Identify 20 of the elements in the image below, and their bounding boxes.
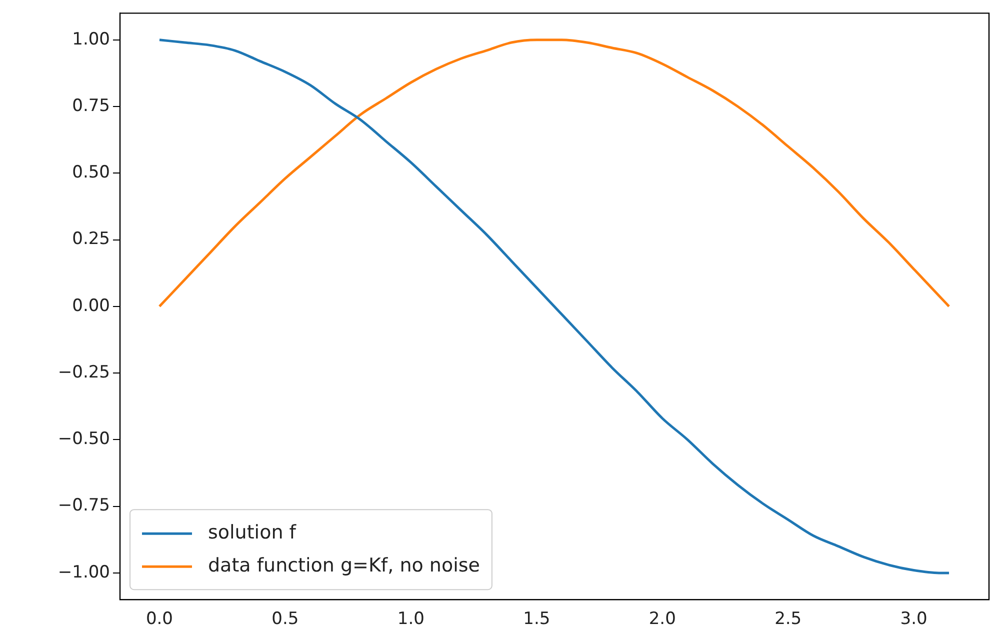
x-tick-label: 1.5 xyxy=(523,609,550,630)
y-tick-label: 0.00 xyxy=(72,296,110,316)
x-tick-label: 2.0 xyxy=(648,609,676,630)
x-tick-label: 0.5 xyxy=(272,609,299,630)
y-tick-label: −0.50 xyxy=(58,429,110,450)
x-tick-label: 0.0 xyxy=(146,609,173,630)
legend-label: data function g=Kf, no noise xyxy=(208,554,480,577)
x-tick-label: 3.0 xyxy=(900,609,928,630)
x-tick-label: 2.5 xyxy=(774,609,802,630)
y-tick-label: −0.25 xyxy=(58,362,110,382)
y-tick-label: −0.75 xyxy=(58,496,110,516)
y-tick-label: 0.50 xyxy=(72,162,110,183)
y-tick-label: 1.00 xyxy=(72,29,110,50)
y-tick-label: −1.00 xyxy=(58,562,110,582)
y-tick-label: 0.25 xyxy=(72,229,110,250)
line-series xyxy=(158,38,950,574)
legend-label: solution f xyxy=(208,522,298,544)
line-series xyxy=(158,38,950,308)
y-tick-label: 0.75 xyxy=(72,96,110,116)
x-tick-label: 1.0 xyxy=(397,609,424,630)
